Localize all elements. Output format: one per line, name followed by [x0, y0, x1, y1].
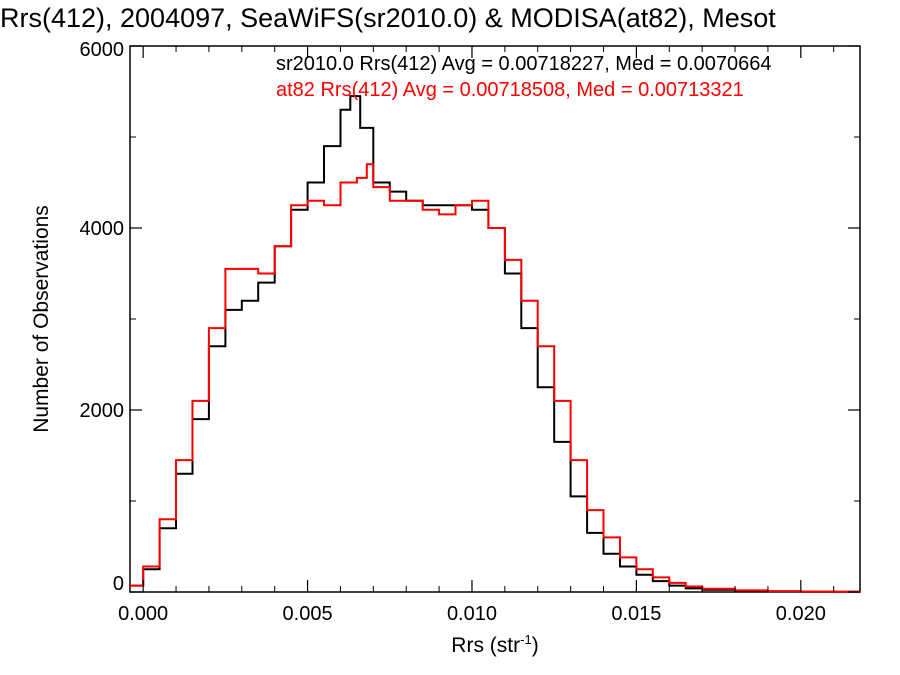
x-axis-label-sup: -1: [520, 632, 532, 647]
x-axis-label-main: Rrs (str: [451, 634, 520, 657]
x-tick-label: 0.005: [283, 603, 333, 625]
y-tick-label: 4000: [80, 218, 125, 240]
x-tick-label: 0.000: [118, 603, 168, 625]
plot-frame: [129, 45, 861, 593]
x-axis-label-close: ): [532, 634, 539, 657]
series-line-0: [130, 95, 861, 593]
annotation-red: at82 Rrs(412) Avg = 0.00718508, Med = 0.…: [276, 79, 744, 101]
ticks-layer: 0.000 0.005 0.010 0.015 0.020 0 2000 4000 6000: [80, 39, 860, 625]
series-layer: [130, 95, 861, 593]
y-tick-label: 2000: [80, 400, 125, 422]
x-tick-label: 0.020: [776, 603, 826, 625]
series-line-1: [130, 163, 861, 593]
y-axis-label: Number of Observations: [30, 205, 53, 433]
y-tick-label: 6000: [80, 39, 125, 61]
annotation-black: sr2010.0 Rrs(412) Avg = 0.00718227, Med …: [276, 53, 772, 75]
x-tick-label: 0.015: [611, 603, 661, 625]
x-tick-label: 0.010: [447, 603, 497, 625]
x-axis-label: Rrs (str-1): [451, 632, 538, 657]
y-tick-label: 0: [113, 573, 124, 595]
chart-title: Rrs(412), 2004097, SeaWiFS(sr2010.0) & M…: [0, 3, 776, 33]
